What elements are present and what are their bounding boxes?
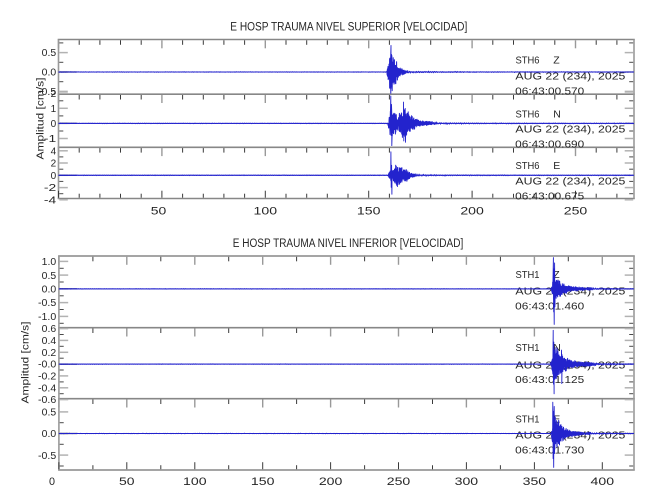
- svg-text:STH1: STH1: [516, 342, 540, 354]
- svg-text:1: 1: [51, 104, 57, 115]
- svg-text:Amplitud [cm/s]: Amplitud [cm/s]: [36, 77, 47, 159]
- svg-text:AUG 22 (234), 2025: AUG 22 (234), 2025: [515, 124, 625, 136]
- svg-text:50: 50: [151, 206, 167, 218]
- svg-text:-0.5: -0.5: [38, 87, 57, 98]
- svg-text:-1: -1: [44, 134, 57, 145]
- svg-text:-0.0: -0.0: [38, 360, 57, 371]
- svg-text:0: 0: [51, 171, 57, 182]
- svg-text:AUG 22 (234), 2025: AUG 22 (234), 2025: [515, 71, 625, 83]
- svg-text:-1.0: -1.0: [38, 312, 57, 323]
- svg-text:200: 200: [460, 206, 484, 218]
- svg-text:0.2: 0.2: [42, 348, 57, 359]
- svg-text:50: 50: [119, 476, 135, 488]
- svg-text:-0.6: -0.6: [38, 395, 57, 406]
- svg-text:STH6: STH6: [516, 160, 540, 172]
- svg-text:150: 150: [357, 206, 381, 218]
- svg-text:150: 150: [251, 476, 275, 488]
- svg-text:0.0: 0.0: [42, 285, 57, 296]
- svg-text:-0.2: -0.2: [38, 372, 57, 383]
- svg-text:2: 2: [51, 89, 57, 100]
- svg-text:0: 0: [51, 119, 57, 130]
- svg-text:-0.5: -0.5: [38, 451, 57, 462]
- svg-text:0.0: 0.0: [42, 68, 57, 79]
- svg-text:-2: -2: [44, 183, 57, 194]
- svg-text:06:43:00.675: 06:43:00.675: [515, 190, 584, 202]
- svg-text:350: 350: [523, 476, 547, 488]
- svg-text:300: 300: [455, 476, 479, 488]
- svg-text:100: 100: [254, 206, 278, 218]
- svg-text:250: 250: [387, 476, 411, 488]
- svg-text:N: N: [553, 108, 561, 120]
- svg-text:E: E: [553, 160, 560, 172]
- svg-text:-0.5: -0.5: [38, 298, 57, 309]
- svg-text:06:43:00.690: 06:43:00.690: [515, 139, 584, 151]
- svg-text:06:43:01.125: 06:43:01.125: [515, 374, 584, 386]
- svg-text:Z: Z: [553, 269, 560, 281]
- svg-text:AUG 22 (234), 2025: AUG 22 (234), 2025: [515, 175, 625, 187]
- svg-text:4: 4: [51, 146, 57, 157]
- svg-text:Amplitud [cm/s]: Amplitud [cm/s]: [21, 321, 32, 403]
- svg-text:06:43:01.730: 06:43:01.730: [515, 445, 584, 457]
- svg-text:0.0: 0.0: [42, 429, 57, 440]
- svg-text:-0.4: -0.4: [38, 383, 57, 394]
- svg-text:N: N: [553, 342, 561, 354]
- svg-text:E: E: [553, 413, 560, 425]
- svg-text:E HOSP TRAUMA NIVEL SUPERIOR [: E HOSP TRAUMA NIVEL SUPERIOR [VELOCIDAD]: [230, 20, 467, 34]
- svg-text:0.5: 0.5: [42, 271, 57, 282]
- svg-text:06:43:01.460: 06:43:01.460: [515, 301, 584, 313]
- svg-text:Z: Z: [553, 54, 560, 66]
- svg-text:1.0: 1.0: [42, 257, 57, 268]
- svg-text:250: 250: [564, 206, 588, 218]
- svg-text:0.5: 0.5: [42, 48, 57, 59]
- svg-text:STH1: STH1: [516, 413, 540, 425]
- svg-text:-4: -4: [44, 195, 57, 206]
- svg-text:STH6: STH6: [516, 108, 540, 120]
- svg-text:STH1: STH1: [516, 269, 540, 281]
- svg-text:0.4: 0.4: [42, 336, 57, 347]
- svg-text:STH6: STH6: [516, 54, 540, 66]
- svg-text:E HOSP TRAUMA NIVEL INFERIOR [: E HOSP TRAUMA NIVEL INFERIOR [VELOCIDAD]: [233, 236, 464, 250]
- svg-text:200: 200: [319, 476, 343, 488]
- svg-text:06:43:00.570: 06:43:00.570: [515, 86, 584, 98]
- svg-text:2: 2: [51, 159, 57, 170]
- svg-text:400: 400: [591, 476, 615, 488]
- svg-text:0: 0: [49, 476, 55, 488]
- svg-text:0.5: 0.5: [42, 408, 57, 419]
- svg-text:100: 100: [183, 476, 207, 488]
- svg-text:0.6: 0.6: [42, 324, 57, 335]
